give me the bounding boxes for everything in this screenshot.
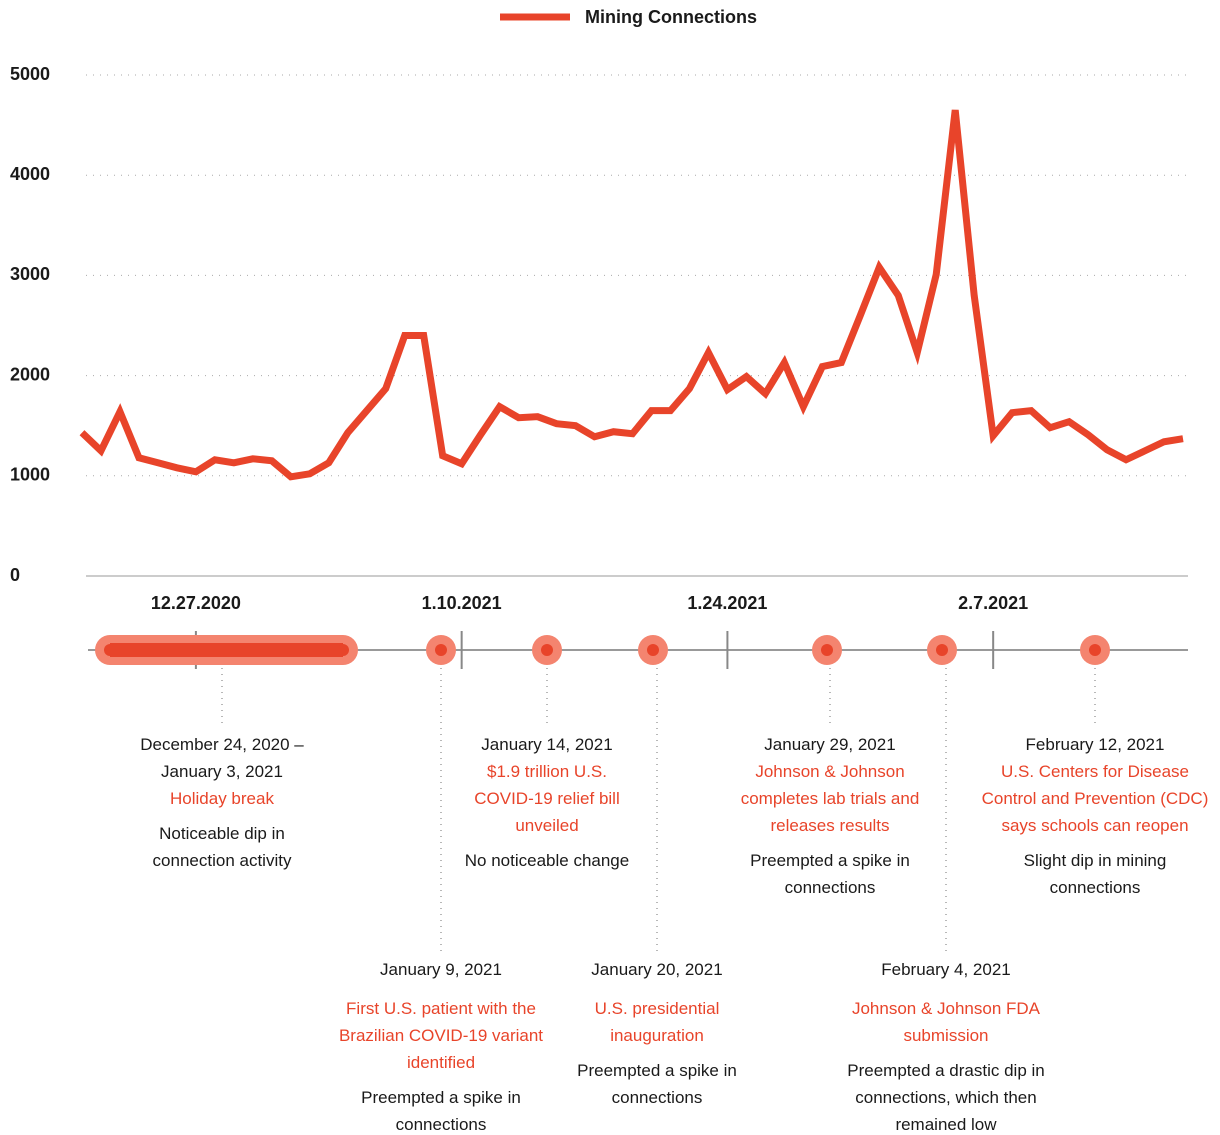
annotation-note: Preempted a spike in connections — [750, 851, 910, 897]
y-tick-label: 3000 — [10, 264, 50, 284]
annotation-title: Holiday break — [170, 789, 274, 808]
annotation-note: Preempted a spike in connections — [361, 1088, 521, 1134]
event-dot — [821, 644, 833, 656]
y-tick-label: 1000 — [10, 465, 50, 485]
y-tick-label: 4000 — [10, 164, 50, 184]
event-dot — [1089, 644, 1101, 656]
annotation-title: U.S. presidential inauguration — [594, 999, 720, 1045]
x-tick-label: 12.27.2020 — [151, 593, 241, 613]
event-dot — [337, 644, 349, 656]
annotation-date: January 14, 2021 — [481, 735, 613, 754]
data-line — [79, 109, 1184, 481]
annotation-date: February 4, 2021 — [881, 960, 1011, 979]
x-tick-label: 2.7.2021 — [958, 593, 1028, 613]
annotation-date: January 9, 2021 — [380, 960, 502, 979]
y-tick-label: 2000 — [10, 364, 50, 384]
annotation-title: U.S. Centers for Disease Control and Pre… — [981, 762, 1209, 835]
annotation: January 9, 2021 First U.S. patient with t… — [326, 956, 556, 1135]
annotation: January 20, 2021 U.S. presidential inaugu… — [562, 956, 752, 1111]
annotation-title: Johnson & Johnson FDA submission — [851, 999, 1041, 1045]
annotation-title: $1.9 trillion U.S. COVID-19 relief bill … — [474, 762, 620, 835]
annotation: January 14, 2021 $1.9 trillion U.S. COVID… — [440, 731, 655, 874]
event-dot — [541, 644, 553, 656]
annotation-date: January 29, 2021 — [764, 735, 896, 754]
annotation-note: Noticeable dip in connection activity — [152, 824, 292, 870]
x-tick-label: 1.24.2021 — [687, 593, 767, 613]
annotation: February 4, 2021 Johnson & Johnson FDA su… — [826, 956, 1066, 1135]
annotation: December 24, 2020 – January 3, 2021 Holid… — [112, 731, 332, 874]
annotation-title: Johnson & Johnson completes lab trials a… — [740, 762, 920, 835]
annotation: January 29, 2021 Johnson & Johnson comple… — [730, 731, 930, 901]
annotation-note: No noticeable change — [464, 851, 630, 870]
legend-label: Mining Connections — [585, 7, 757, 27]
annotation-note: Preempted a drastic dip in connections, … — [847, 1061, 1045, 1134]
annotation: February 12, 2021 U.S. Centers for Diseas… — [975, 731, 1215, 901]
event-dot — [647, 644, 659, 656]
event-dot — [104, 644, 116, 656]
event-dot — [435, 644, 447, 656]
annotation-date: January 20, 2021 — [591, 960, 723, 979]
annotation-title: First U.S. patient with the Brazilian CO… — [338, 999, 544, 1072]
annotation-note: Slight dip in mining connections — [1023, 851, 1167, 897]
annotation-note: Preempted a spike in connections — [577, 1061, 737, 1107]
y-tick-label: 5000 — [10, 64, 50, 84]
event-dot — [936, 644, 948, 656]
y-tick-label: 0 — [10, 565, 20, 585]
x-tick-label: 1.10.2021 — [422, 593, 502, 613]
annotation-date: December 24, 2020 – January 3, 2021 — [140, 735, 304, 781]
annotation-date: February 12, 2021 — [1025, 735, 1165, 754]
